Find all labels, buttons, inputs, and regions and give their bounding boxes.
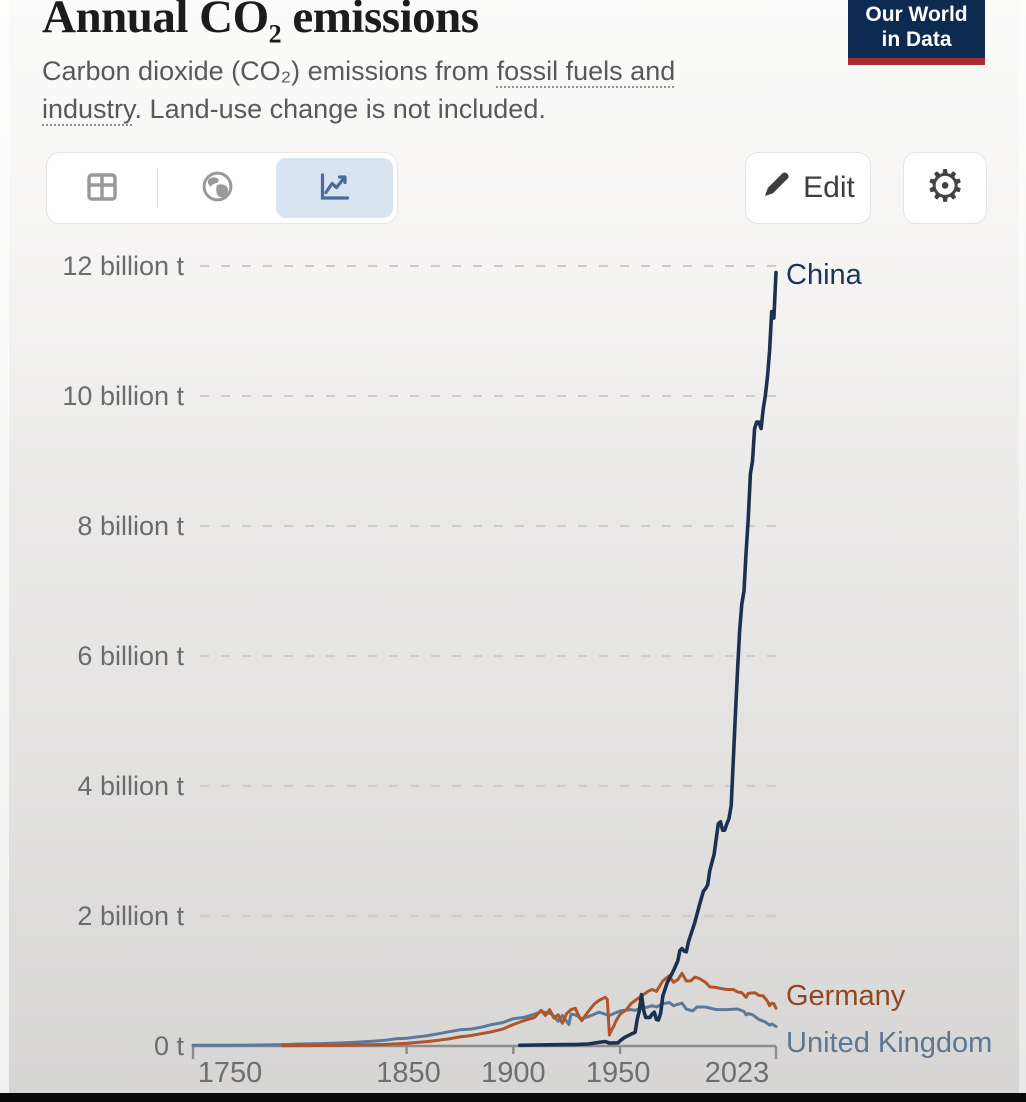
owid-logo[interactable]: Our World in Data	[848, 0, 985, 65]
settings-button[interactable]: ⚙	[903, 152, 987, 224]
series-line-united-kingdom[interactable]	[191, 1001, 778, 1047]
x-tick-label: 2023	[704, 1057, 770, 1089]
table-icon	[85, 170, 119, 207]
title-text: Annual CO	[42, 0, 269, 43]
y-tick-label: 8 billion t	[77, 511, 184, 541]
page-left-edge	[0, 0, 9, 1102]
toolbar-divider	[156, 169, 159, 207]
subtitle-term-fossil-fuels[interactable]: fossil fuels and	[496, 56, 676, 86]
edit-button[interactable]: Edit	[745, 152, 871, 224]
owid-logo-line2: in Data	[881, 27, 952, 51]
subtitle-text-rest: . Land-use change is not included.	[134, 94, 546, 125]
y-tick-label: 6 billion t	[77, 641, 184, 671]
chart-view-button[interactable]	[276, 158, 393, 218]
y-tick-label: 12 billion t	[62, 251, 184, 281]
series-label-united-kingdom[interactable]: United Kingdom	[786, 1026, 993, 1059]
y-tick-label: 2 billion t	[77, 901, 184, 931]
map-view-button[interactable]	[158, 153, 276, 223]
x-tick-label: 1900	[481, 1057, 546, 1089]
title-text-rest: emissions	[281, 0, 479, 43]
page-title: Annual CO2 emissions	[42, 0, 479, 47]
y-tick-label: 10 billion t	[62, 381, 184, 411]
y-tick-label: 4 billion t	[77, 771, 184, 801]
series-label-china[interactable]: China	[786, 258, 862, 291]
x-tick-label: 1850	[376, 1057, 441, 1089]
pencil-icon	[761, 169, 792, 208]
edit-button-label: Edit	[803, 171, 855, 204]
line-chart-icon	[316, 168, 353, 208]
table-view-button[interactable]	[47, 153, 157, 223]
series-line-germany[interactable]	[281, 971, 778, 1048]
page-right-edge	[1019, 0, 1026, 1102]
series-line-china[interactable]	[517, 270, 778, 1048]
x-tick-label: 1750	[197, 1057, 263, 1089]
y-tick-label: 0 t	[153, 1031, 184, 1061]
subtitle-text: Carbon dioxide (CO₂) emissions from	[42, 56, 497, 86]
gear-icon: ⚙	[925, 161, 965, 211]
owid-logo-line1: Our World	[865, 3, 968, 26]
title-subscript: 2	[268, 19, 282, 49]
series-label-germany[interactable]: Germany	[786, 980, 906, 1013]
chart-subtitle: Carbon dioxide (CO₂) emissions from foss…	[42, 52, 762, 129]
x-tick-label: 1950	[585, 1057, 651, 1089]
subtitle-term-industry[interactable]: industry	[42, 94, 135, 125]
globe-icon	[201, 170, 234, 206]
view-switcher	[46, 152, 398, 224]
bottom-screen-bar	[0, 1093, 1026, 1102]
